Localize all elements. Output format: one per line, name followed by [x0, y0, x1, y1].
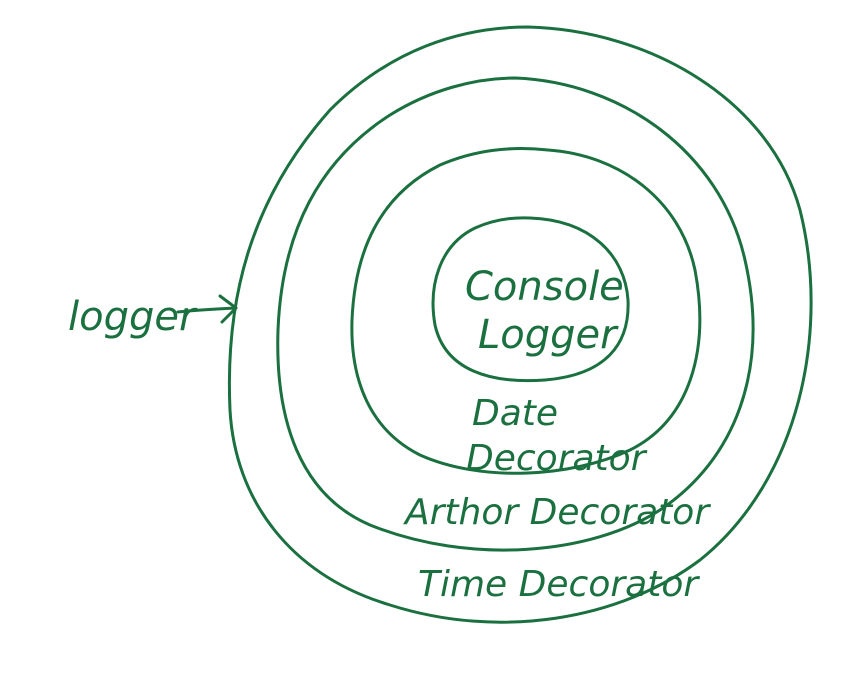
- date-decorator-label-line1: Date: [472, 393, 558, 434]
- ring-date-decorator: [350, 147, 702, 475]
- ring-console-logger: [431, 216, 630, 383]
- console-logger-label-line1: Console: [465, 264, 624, 310]
- console-logger-label-line2: Logger: [478, 312, 619, 358]
- time-decorator-label: Time Decorator: [418, 564, 700, 605]
- date-decorator-label-line2: Decorator: [466, 438, 648, 479]
- logger-label: logger: [68, 294, 198, 340]
- ring-time-decorator: [227, 25, 813, 624]
- ring-arthor-decorator: [276, 76, 755, 552]
- logger-arrow-icon: [176, 294, 238, 324]
- arthor-decorator-label: Arthor Decorator: [403, 492, 711, 533]
